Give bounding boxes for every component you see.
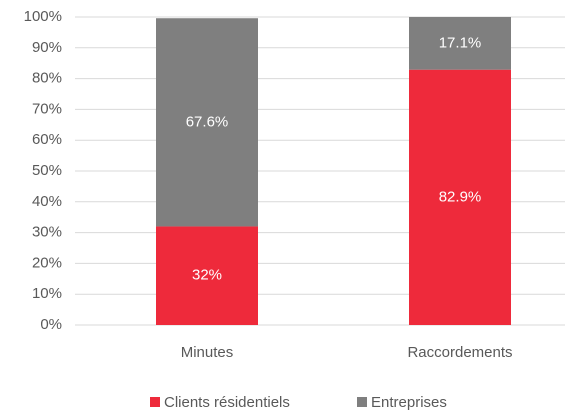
y-tick-label: 70%	[32, 100, 62, 117]
y-tick-label: 50%	[32, 162, 62, 179]
y-tick-label: 80%	[32, 70, 62, 87]
data-label: 82.9%	[439, 188, 482, 205]
data-label: 17.1%	[439, 34, 482, 51]
bar-segment	[409, 69, 511, 325]
x-tick-label: Minutes	[181, 344, 234, 361]
y-tick-label: 90%	[32, 39, 62, 56]
x-tick-label: Raccordements	[407, 344, 512, 361]
legend-swatch	[357, 397, 367, 407]
y-tick-label: 100%	[24, 8, 62, 25]
data-label: 67.6%	[186, 113, 229, 130]
bar-segment	[156, 18, 258, 227]
legend-swatch	[150, 397, 160, 407]
y-tick-label: 10%	[32, 285, 62, 302]
legend-label: Entreprises	[371, 394, 447, 411]
y-tick-label: 0%	[40, 316, 62, 333]
y-tick-label: 40%	[32, 193, 62, 210]
bar-segment	[156, 226, 258, 325]
y-tick-label: 20%	[32, 254, 62, 271]
data-label: 32%	[192, 267, 222, 284]
bar-segment	[409, 17, 511, 70]
y-tick-label: 30%	[32, 224, 62, 241]
y-tick-label: 60%	[32, 131, 62, 148]
legend-label: Clients résidentiels	[164, 394, 290, 411]
